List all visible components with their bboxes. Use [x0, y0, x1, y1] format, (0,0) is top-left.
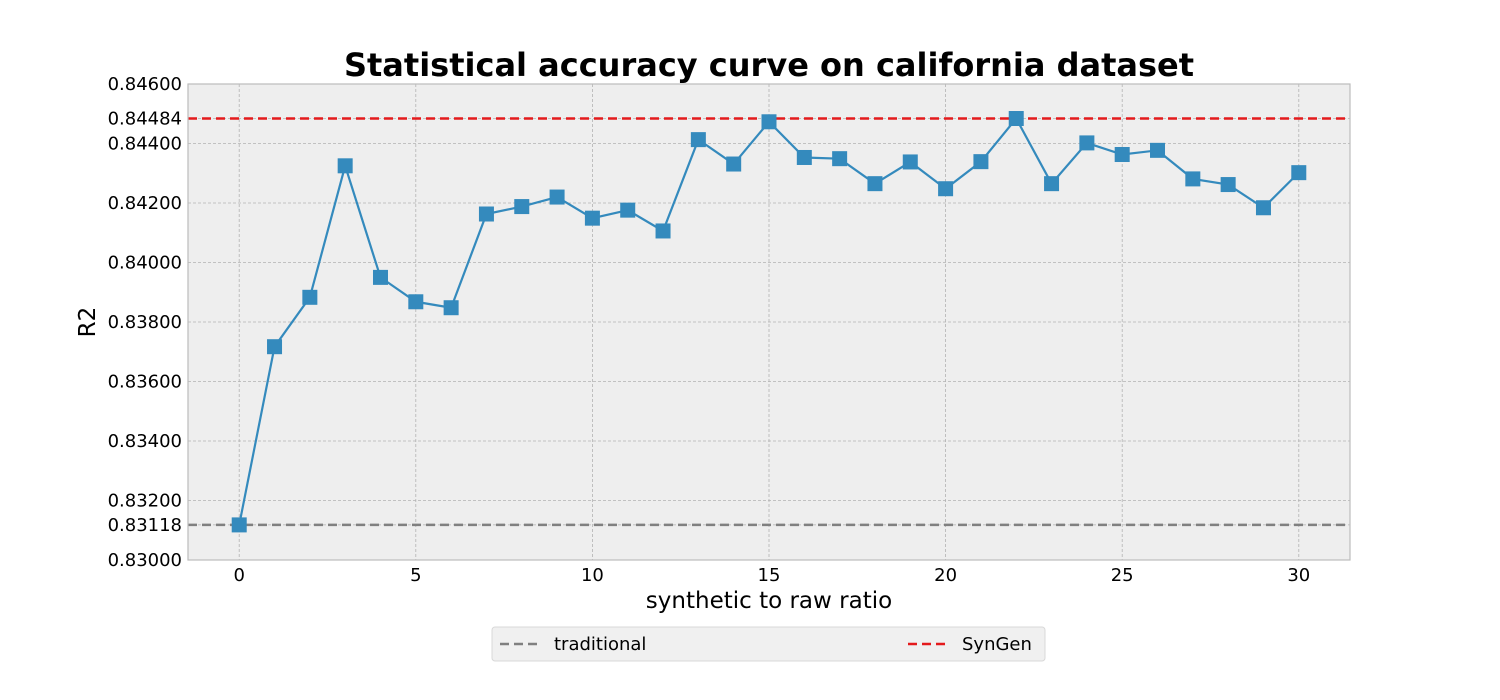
data-point	[726, 156, 742, 172]
data-point	[337, 158, 353, 174]
y-tick-label: 0.84200	[108, 193, 182, 214]
x-axis-label: synthetic to raw ratio	[646, 588, 892, 614]
x-tick-label: 15	[758, 565, 781, 586]
series-group	[231, 111, 1307, 533]
data-point	[1008, 111, 1024, 127]
legend: traditional SynGen	[491, 626, 1046, 662]
x-tick-label: 5	[410, 565, 421, 586]
data-point	[443, 300, 459, 316]
data-point	[796, 149, 812, 165]
y-tick-label: 0.84000	[108, 253, 182, 274]
x-tick-label: 0	[233, 565, 244, 586]
legend-box	[491, 626, 1046, 662]
data-point	[761, 114, 777, 130]
data-point	[938, 181, 954, 197]
y-tick-label: 0.83200	[108, 491, 182, 512]
y-tick-label: 0.83118	[108, 515, 182, 536]
data-point	[1044, 176, 1060, 192]
data-point	[620, 202, 636, 218]
data-point	[408, 294, 424, 310]
data-point	[973, 154, 989, 170]
data-point	[902, 154, 918, 170]
data-point	[1079, 135, 1095, 151]
data-point	[690, 132, 706, 148]
x-tick-label: 25	[1111, 565, 1134, 586]
chart-title: Statistical accuracy curve on california…	[344, 46, 1194, 84]
y-tick-label: 0.84484	[108, 109, 182, 130]
data-point	[549, 189, 565, 205]
data-point	[867, 176, 883, 192]
y-tick-label: 0.84400	[108, 134, 182, 155]
y-ticks: 0.83000 0.83118 0.83200 0.83400 0.83600 0.838…	[108, 74, 182, 571]
x-tick-label: 20	[934, 565, 957, 586]
plot-frame	[187, 83, 1351, 561]
data-point	[267, 339, 283, 355]
data-point	[1255, 200, 1271, 216]
data-point	[1220, 177, 1236, 193]
x-tick-label: 10	[581, 565, 604, 586]
y-tick-label: 0.84600	[108, 74, 182, 95]
data-point	[655, 223, 671, 239]
y-axis-label: R2	[75, 307, 101, 338]
y-tick-label: 0.83000	[108, 550, 182, 571]
data-point	[1150, 142, 1166, 158]
data-point	[478, 206, 494, 222]
data-point	[302, 289, 318, 305]
x-ticks: 0 5 10 15 20 25 30	[233, 565, 1310, 586]
x-tick-label: 30	[1287, 565, 1310, 586]
y-tick-label: 0.83800	[108, 312, 182, 333]
data-point	[231, 517, 247, 533]
y-tick-label: 0.83400	[108, 431, 182, 452]
data-point	[1185, 171, 1201, 187]
legend-traditional-label: traditional	[554, 634, 646, 655]
data-point	[584, 210, 600, 226]
data-point	[514, 199, 530, 215]
y-tick-label: 0.83600	[108, 372, 182, 393]
data-point	[832, 151, 848, 167]
data-point	[1291, 165, 1307, 181]
data-point	[1114, 147, 1130, 163]
legend-syngen-label: SynGen	[962, 634, 1032, 655]
data-point	[372, 269, 388, 285]
